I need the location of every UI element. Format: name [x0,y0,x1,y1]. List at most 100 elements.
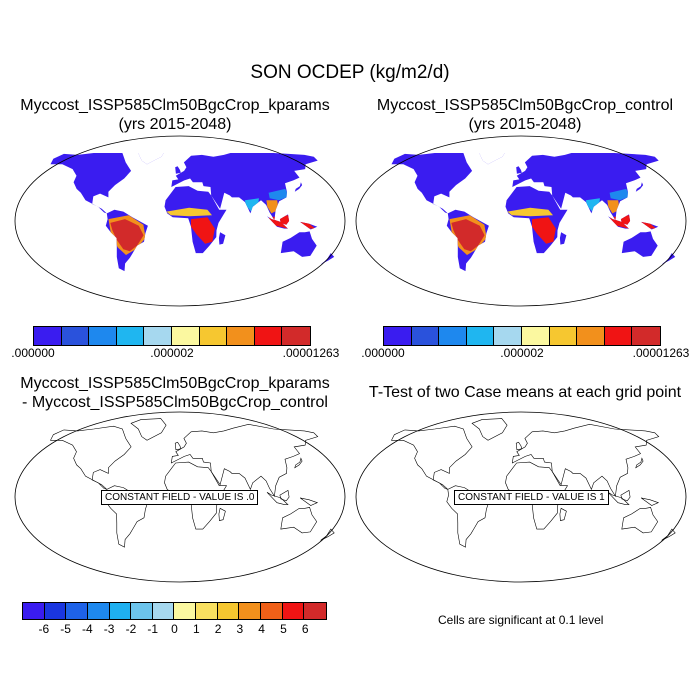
colorbar-tick-label: .000000 [361,346,405,360]
colorbar-swatch [261,603,283,619]
colorbar-tick-label: 3 [236,622,244,636]
field-background-low [391,142,676,272]
colorbar-boxes [22,602,327,620]
colorbar-tick-label: -4 [82,622,93,636]
field-region-china [268,188,289,201]
coastline-indonesia-a [266,492,289,505]
map-top-right [354,134,688,308]
colorbar-swatch [304,603,326,619]
field-region-india [244,198,259,212]
panel-title-line2: (yrs 2015-2048) [468,116,582,133]
colorbar-swatch [227,327,255,345]
map-border [355,411,687,583]
colorbar-swatch [466,327,495,345]
coastline-greenland [130,418,167,441]
coastline-eurasia [170,423,319,497]
colorbar-tick-label: -3 [103,622,115,636]
colorbar-tick-label: .000002 [500,346,544,360]
colorbar-tick-label: .00001263 [282,346,340,360]
colorbar-swatch [116,327,145,345]
colorbar-swatch [131,603,153,619]
colorbar-swatch [384,327,412,345]
coastline-new-guinea [299,497,319,506]
panel-title-bottom-right: T-Test of two Case means at each grid po… [350,383,700,402]
colorbar-difference: -6 -5 -4 -3 -2 -1 0 1 2 3 4 5 6 [22,602,327,636]
field-region-seasia [266,200,279,214]
panel-title-bottom-left: Myccost_ISSP585Clm50BgcCrop_kparams - My… [0,374,350,412]
colorbar-swatch [577,327,605,345]
panel-title-line1: Myccost_ISSP585Clm50BgcCrop_control [376,97,674,114]
field-region-sa [451,219,485,252]
colorbar-swatch [152,603,175,619]
field-region-af [191,217,215,244]
field-region-af-band [166,207,212,217]
coastline-uk [515,441,523,451]
colorbar-swatch [521,327,550,345]
colorbar-tick-label: -5 [60,622,71,636]
colorbar-swatch [632,327,660,345]
colorbar-tick-label: 2 [214,622,222,636]
colorbar-swatch [199,327,228,345]
coastline-madagascar [559,507,567,521]
colorbar-swatch [23,603,45,619]
panel-title-top-right: Myccost_ISSP585Clm50BgcCrop_control (yrs… [350,96,700,134]
colorbar-swatch [44,603,67,619]
colorbar-swatch [439,327,467,345]
field-region-af-band [507,207,553,217]
field-region-indo [268,215,316,229]
coastline-japan [294,457,303,469]
coastline-uk [174,441,182,451]
panel-title-line1: Myccost_ISSP585Clm50BgcCrop_kparams [20,375,330,392]
colorbar-swatch [66,603,88,619]
colorbar-swatch [34,327,62,345]
colorbar-tick-label: -2 [125,622,137,636]
coastline-new-guinea [640,497,660,506]
map-field-control [354,134,688,307]
colorbar-swatch [494,327,522,345]
colorbar-swatch [282,603,305,619]
coastline-japan [635,457,644,469]
coastline-north-america [50,425,132,490]
colorbar-tick-label: 0 [171,622,178,636]
constant-field-label: CONSTANT FIELD - VALUE IS 1 [454,490,609,505]
coastline-greenland [471,418,508,441]
colorbar-swatch [87,603,110,619]
map-border [14,135,346,307]
field-region-china [609,188,630,201]
no-data-arctic [354,134,688,153]
panel-title-top-left: Myccost_ISSP585Clm50BgcCrop_kparams (yrs… [0,96,350,134]
map-field-kparams [13,134,347,307]
coastline-north-america [391,425,473,490]
coastline-madagascar [218,507,226,521]
colorbar-boxes [33,326,311,346]
coastline-australia [280,507,318,534]
panel-title-line2: (yrs 2015-2048) [118,116,232,133]
figure-title: SON OCDEP (kg/m2/d) [250,62,450,83]
colorbar-swatch [174,603,197,619]
colorbar-tick-label: .000000 [11,346,55,360]
colorbar-swatch [171,327,200,345]
colorbar-swatch [196,603,218,619]
coastline-indonesia-b [279,489,290,502]
colorbar-tick-label: 1 [192,622,200,636]
no-data-arctic [13,134,347,153]
colorbar-swatch [144,327,172,345]
colorbar-swatch [89,327,117,345]
significance-note: Cells are significant at 0.1 level [438,613,604,627]
colorbar-tick-label: -6 [38,622,50,636]
colorbar-swatch [282,327,310,345]
colorbar-top-left: .000000 .000002 .00001263 [11,326,339,360]
field-background-low [50,142,335,272]
colorbar-tick-label: 5 [280,622,287,636]
colorbar-boxes [383,326,661,346]
map-border [14,411,346,583]
colorbar-swatch [109,603,132,619]
map-border [355,135,687,307]
colorbar-swatch [549,327,578,345]
colorbar-tick-label: .000002 [150,346,194,360]
colorbar-swatch [239,603,262,619]
field-region-af [532,217,556,244]
colorbar-tick-label: -1 [147,622,159,636]
field-shading [50,142,335,272]
coastline-indonesia-b [620,489,631,502]
